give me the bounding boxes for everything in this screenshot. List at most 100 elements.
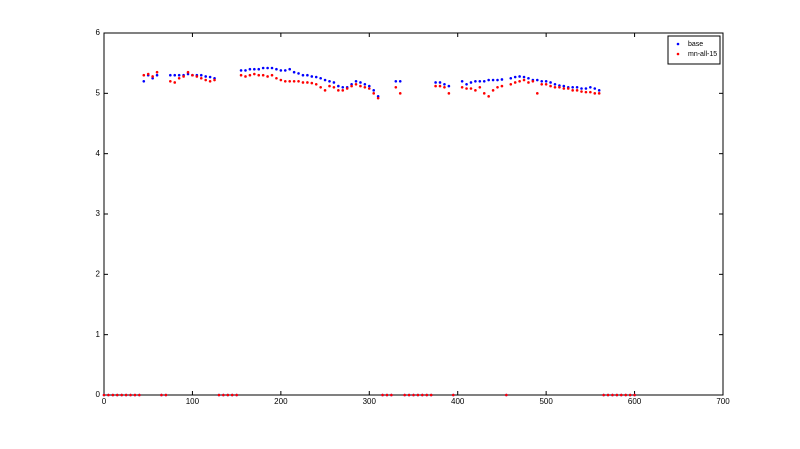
x-tick-label: 200 — [274, 397, 288, 406]
point — [301, 81, 305, 84]
point — [478, 86, 482, 89]
point — [350, 82, 353, 86]
point — [319, 86, 322, 89]
point — [376, 96, 380, 100]
point — [496, 86, 499, 89]
y-tick-label: 2 — [96, 269, 101, 278]
point — [394, 86, 398, 89]
point — [558, 84, 561, 87]
point — [199, 76, 203, 80]
point — [571, 86, 574, 89]
point — [169, 73, 172, 77]
point — [620, 393, 623, 397]
point — [460, 79, 464, 83]
point — [288, 67, 292, 71]
point — [363, 82, 367, 86]
point — [518, 75, 521, 78]
point — [531, 79, 535, 83]
point — [337, 89, 340, 92]
point — [248, 67, 252, 71]
point — [509, 82, 513, 86]
y-tick-label: 4 — [96, 149, 101, 158]
point — [235, 393, 238, 397]
point — [319, 76, 322, 80]
point — [244, 69, 247, 72]
x-tick-label: 100 — [186, 397, 200, 406]
x-tick-label: 500 — [539, 397, 553, 406]
point — [602, 393, 605, 397]
point — [544, 79, 548, 83]
point — [359, 81, 362, 84]
point — [536, 92, 539, 95]
point — [323, 78, 327, 82]
point — [195, 75, 199, 78]
y-tick-label: 3 — [96, 209, 101, 218]
point — [434, 84, 437, 88]
point — [443, 86, 446, 89]
point — [465, 87, 468, 90]
y-tick-label: 1 — [96, 330, 101, 339]
point — [208, 79, 212, 83]
point — [261, 73, 265, 77]
point — [301, 73, 305, 77]
point — [230, 393, 234, 397]
point — [186, 70, 190, 74]
point — [337, 84, 340, 88]
point — [292, 79, 296, 83]
point — [173, 81, 177, 84]
point — [381, 393, 384, 397]
point — [142, 73, 146, 77]
point — [253, 72, 256, 76]
point — [513, 75, 517, 79]
point — [111, 393, 115, 397]
point — [306, 73, 309, 77]
point — [354, 82, 358, 86]
point — [425, 393, 429, 397]
point — [367, 87, 371, 90]
point — [407, 393, 411, 397]
point — [549, 81, 552, 84]
point — [341, 86, 345, 89]
point — [615, 393, 619, 397]
point — [469, 87, 473, 90]
point — [385, 393, 389, 397]
point — [279, 78, 283, 82]
legend-label: base — [688, 41, 703, 48]
point — [553, 86, 557, 89]
point — [359, 84, 362, 88]
point — [297, 79, 300, 83]
point — [129, 393, 132, 397]
point — [169, 79, 172, 83]
point — [447, 92, 451, 95]
point — [527, 81, 530, 84]
point — [390, 393, 393, 397]
point — [345, 87, 349, 90]
point — [412, 393, 415, 397]
point — [275, 76, 278, 80]
point — [500, 84, 504, 88]
point — [257, 67, 261, 71]
point — [164, 393, 168, 397]
point — [372, 92, 376, 95]
point — [584, 87, 588, 90]
point — [416, 393, 420, 397]
point — [421, 393, 424, 397]
legend-box — [667, 35, 721, 65]
point — [540, 82, 544, 86]
point — [186, 72, 190, 76]
point — [513, 81, 517, 84]
point — [173, 73, 177, 77]
point — [562, 87, 566, 90]
point — [505, 393, 508, 397]
point — [496, 78, 499, 82]
point — [478, 79, 482, 83]
point — [491, 89, 495, 92]
point — [549, 84, 552, 88]
point — [438, 84, 442, 88]
point — [160, 393, 163, 397]
point — [589, 90, 592, 94]
point — [146, 72, 150, 76]
point — [239, 69, 243, 72]
point — [571, 89, 574, 92]
point — [208, 75, 212, 79]
